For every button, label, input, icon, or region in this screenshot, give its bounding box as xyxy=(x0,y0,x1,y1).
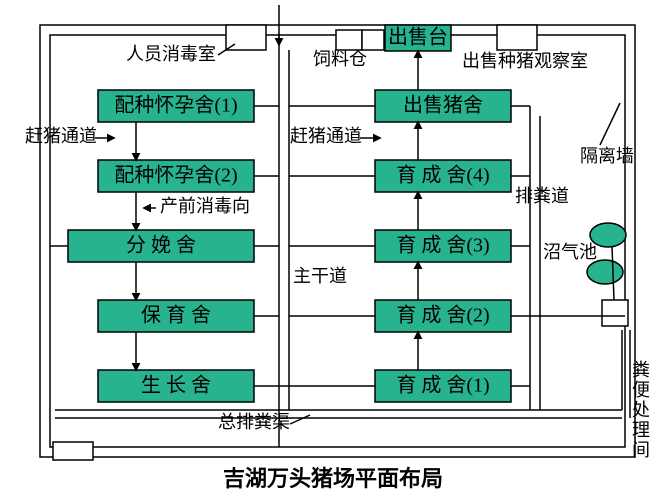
label-watch: 出售种猪观察室 xyxy=(462,51,588,71)
building-label-grow1: 育 成 舍(1) xyxy=(396,374,489,397)
biogas-link xyxy=(612,246,614,300)
label-pig_right: 赶猪通道 xyxy=(290,126,362,146)
label-wall: 隔离墙 xyxy=(580,146,634,166)
label-predeliv: 产前消毒向 xyxy=(160,196,250,216)
diagram-title: 吉湖万头猪场平面布局 xyxy=(223,466,443,491)
building-label-breed2: 配种怀孕舍(2) xyxy=(114,164,237,187)
label-waste_road: 排粪道 xyxy=(515,186,569,206)
building-label-grow2: 育 成 舍(2) xyxy=(396,304,489,327)
building-label-grow4: 育 成 舍(4) xyxy=(396,164,489,187)
label-wasteproc: 便 xyxy=(632,380,650,400)
label-feed: 饲料仓 xyxy=(313,49,367,69)
building-label-sale_house: 出售猪舍 xyxy=(403,94,483,117)
label-drain: 总排粪渠 xyxy=(218,412,290,432)
label-wasteproc: 理 xyxy=(632,420,650,440)
biogas-1 xyxy=(587,260,623,284)
building-label-breed1: 配种怀孕舍(1) xyxy=(114,94,237,117)
label-biogas_lbl: 沼气池 xyxy=(543,242,597,262)
building-label-grow3: 育 成 舍(3) xyxy=(396,234,489,257)
label-mainroad: 主干道 xyxy=(293,266,347,286)
slot-5 xyxy=(53,442,93,460)
label-disinfect: 人员消毒室 xyxy=(126,44,216,64)
slot-3 xyxy=(497,25,537,50)
label-pig_left: 赶猪通道 xyxy=(25,126,97,146)
building-label-sale_platform: 出售台 xyxy=(388,26,448,49)
slot-1 xyxy=(336,30,362,50)
slot-2 xyxy=(362,30,384,50)
label-wasteproc: 间 xyxy=(632,440,650,460)
link-drain xyxy=(290,415,310,424)
building-label-delivery: 分 娩 舍 xyxy=(126,234,196,257)
slot-4 xyxy=(602,300,628,326)
building-label-growth_house: 生 长 舍 xyxy=(141,374,211,397)
label-wasteproc: 粪 xyxy=(632,360,650,380)
building-label-nursery: 保 育 舍 xyxy=(141,304,211,327)
link-wall xyxy=(600,103,620,145)
label-wasteproc: 处 xyxy=(632,400,650,420)
